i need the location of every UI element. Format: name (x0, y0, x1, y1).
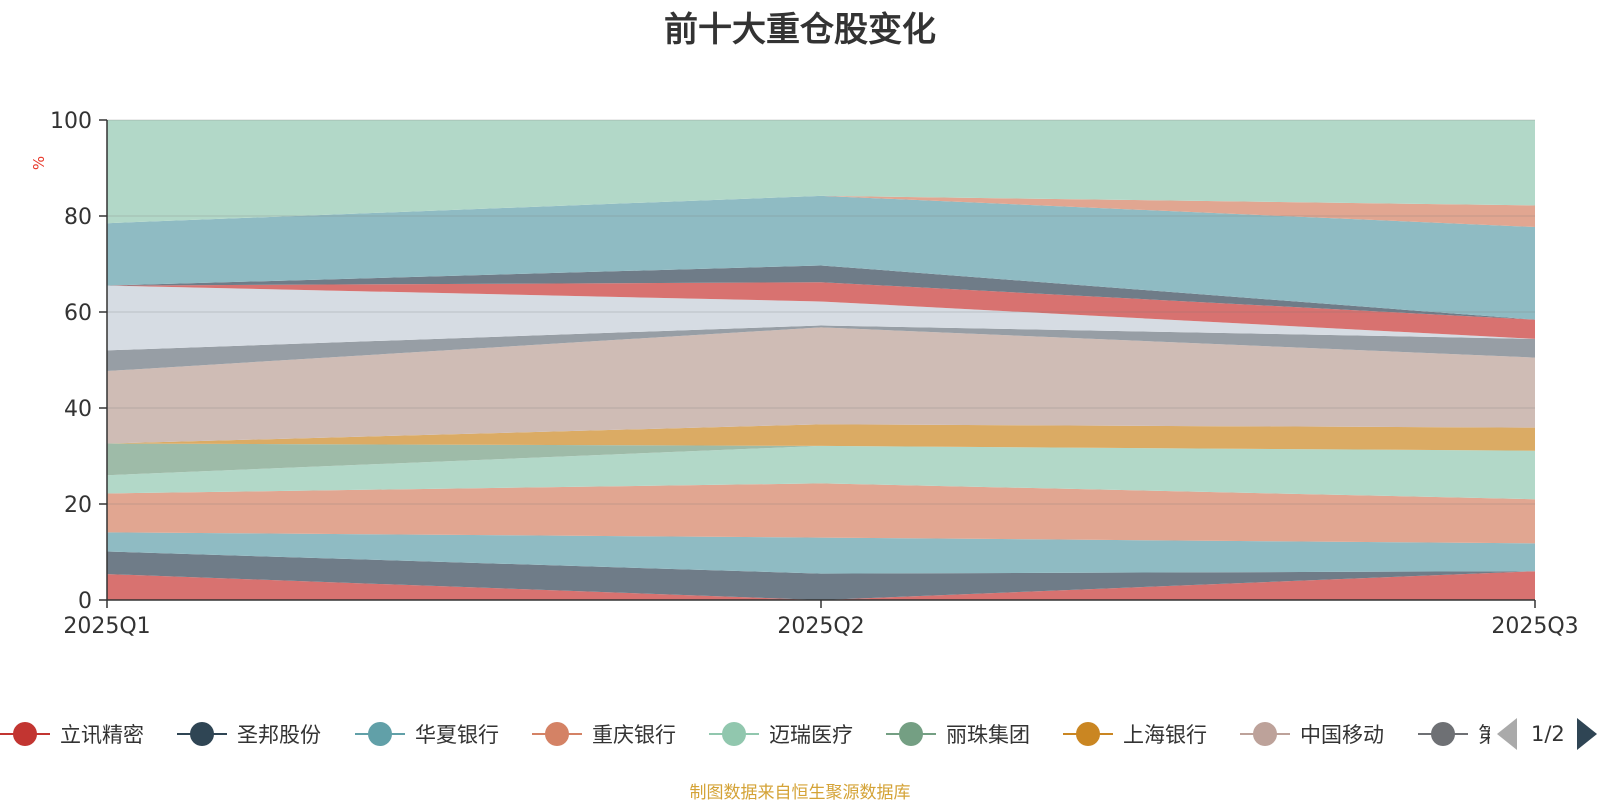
y-tick-label: 20 (64, 493, 92, 518)
chart-title: 前十大重仓股变化 (664, 10, 936, 50)
legend-item[interactable]: 立讯精密 (0, 716, 144, 752)
legend-item[interactable]: 上海银行 (1063, 716, 1207, 752)
x-tick-label: 2025Q3 (1491, 614, 1578, 639)
area-series-2 (107, 551, 1535, 600)
area-series-10 (107, 285, 1535, 351)
area-series-4 (107, 483, 1535, 544)
x-tick-label: 2025Q1 (63, 614, 150, 639)
legend-label: 第 (1478, 723, 1490, 747)
legend-item[interactable]: 中国移动 (1240, 716, 1384, 752)
legend-item[interactable]: 华夏银行 (355, 716, 499, 752)
area-series-12 (107, 265, 1535, 320)
area-series-6 (107, 443, 1535, 476)
area-series-7 (107, 424, 1535, 451)
source-note: 制图数据来自恒生聚源数据库 (689, 783, 911, 803)
legend-label: 迈瑞医疗 (769, 723, 853, 747)
legend-label: 圣邦股份 (237, 723, 321, 747)
legend-pager: 1/2 (1497, 716, 1597, 752)
area-series-8 (107, 327, 1535, 444)
legend-label: 中国移动 (1300, 723, 1384, 747)
legend-label: 华夏银行 (415, 723, 499, 747)
legend-marker-icon (1418, 722, 1468, 746)
area-series-15 (107, 120, 1535, 224)
y-tick-label: 100 (50, 109, 92, 134)
legend-item[interactable]: 迈瑞医疗 (709, 716, 853, 752)
legend-marker-icon (1063, 722, 1113, 746)
legend-marker-icon (886, 722, 936, 746)
area-series-14 (107, 195, 1535, 228)
pager-next-icon[interactable] (1576, 718, 1597, 750)
y-tick-label: 40 (64, 397, 92, 422)
legend-marker-icon (0, 722, 50, 746)
area-series-11 (107, 282, 1535, 339)
legend-label: 上海银行 (1123, 723, 1207, 747)
y-tick-label: 60 (64, 301, 92, 326)
legend-marker-icon (709, 722, 759, 746)
pager-prev-icon[interactable] (1497, 718, 1517, 750)
legend-item[interactable]: 圣邦股份 (177, 716, 321, 752)
area-series-3 (107, 532, 1535, 574)
legend-marker-icon (177, 722, 227, 746)
legend-marker-icon (355, 722, 405, 746)
legend-label: 丽珠集团 (946, 723, 1030, 747)
legend-label: 立讯精密 (60, 723, 144, 747)
y-tick-label: 0 (78, 589, 92, 614)
legend: 立讯精密 圣邦股份 华夏银行 重庆银行 迈瑞医疗 丽珠集团 上海银行 中国移动 第 (0, 716, 1490, 752)
legend-item[interactable]: 丽珠集团 (886, 716, 1030, 752)
legend-item[interactable]: 重庆银行 (532, 716, 676, 752)
x-tick-label: 2025Q2 (777, 614, 864, 639)
area-series-13 (107, 195, 1535, 320)
y-tick-label: 80 (64, 205, 92, 230)
legend-label: 重庆银行 (592, 723, 676, 747)
legend-marker-icon (1240, 722, 1290, 746)
legend-item[interactable]: 第 (1418, 716, 1490, 752)
area-series-9 (107, 325, 1535, 372)
y-axis-label: % (30, 156, 48, 170)
pager-text: 1/2 (1531, 722, 1565, 746)
area-series-1 (107, 571, 1535, 600)
legend-marker-icon (532, 722, 582, 746)
area-series-5 (107, 445, 1535, 500)
